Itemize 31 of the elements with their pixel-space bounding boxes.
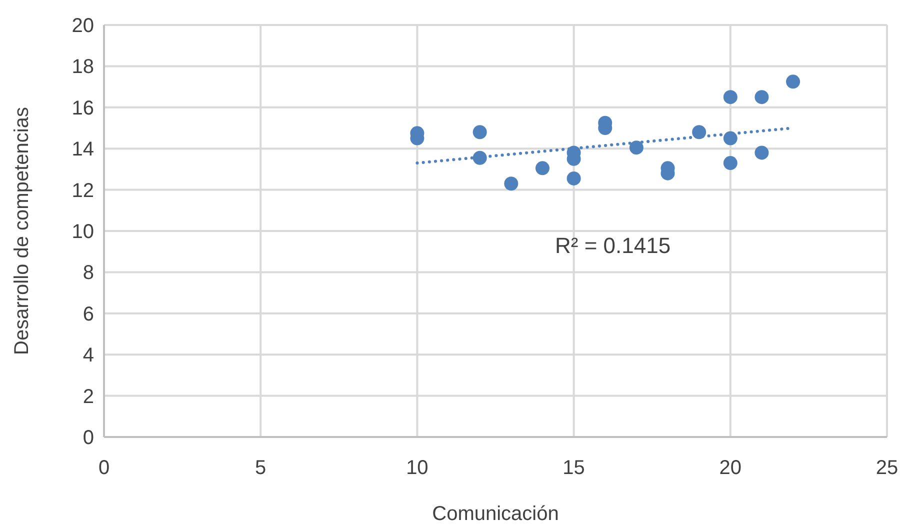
point bbox=[566, 171, 581, 186]
point bbox=[754, 146, 769, 160]
point bbox=[629, 140, 644, 155]
y-tick-label: 6 bbox=[82, 303, 94, 326]
point bbox=[535, 161, 550, 176]
x-tick-label: 25 bbox=[876, 457, 898, 479]
y-tick-label: 8 bbox=[82, 262, 94, 284]
x-axis-title: Comunicación bbox=[432, 503, 559, 525]
x-tick-label: 15 bbox=[562, 457, 585, 479]
y-tick-label: 20 bbox=[72, 15, 94, 37]
y-tick-label: 2 bbox=[82, 386, 94, 408]
y-tick-label: 14 bbox=[72, 138, 94, 161]
x-tick-label: 0 bbox=[98, 457, 110, 479]
y-tick-label: 0 bbox=[82, 427, 94, 449]
point bbox=[504, 176, 518, 191]
y-tick-label: 10 bbox=[72, 221, 94, 243]
x-tick-label: 5 bbox=[255, 457, 266, 479]
x-tick-label: 20 bbox=[719, 457, 742, 479]
y-axis-title: Desarrollo de competencias bbox=[11, 107, 33, 355]
point bbox=[692, 125, 706, 140]
annotation: R² = 0.1415 bbox=[555, 233, 671, 258]
point bbox=[472, 125, 487, 140]
y-tick-label: 18 bbox=[72, 56, 94, 78]
point bbox=[786, 74, 800, 89]
point bbox=[723, 90, 738, 104]
x-tick-label: 10 bbox=[406, 457, 428, 479]
point bbox=[754, 90, 769, 104]
y-tick-label: 16 bbox=[72, 97, 94, 120]
point bbox=[723, 156, 738, 170]
y-tick-label: 12 bbox=[72, 180, 94, 202]
y-tick-label: 4 bbox=[82, 344, 94, 367]
